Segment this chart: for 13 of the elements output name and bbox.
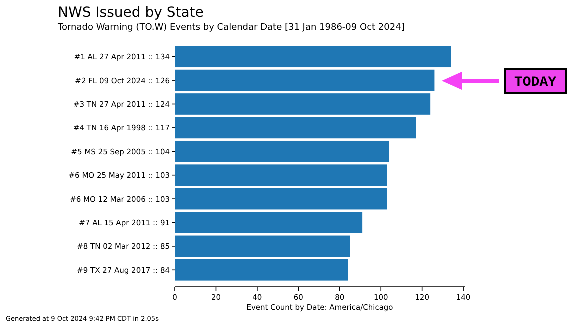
bar — [175, 212, 363, 234]
chart-title: NWS Issued by State — [58, 5, 204, 21]
bar — [175, 94, 431, 115]
bar — [175, 46, 452, 68]
bar — [175, 236, 350, 258]
bar — [175, 259, 348, 281]
bar — [175, 70, 435, 92]
bar — [175, 117, 416, 139]
bar — [175, 140, 390, 162]
chart-subtitle: Tornado Warning (TO.W) Events by Calendar Date [31 Jan 1986-09 Oct 2024] — [57, 23, 405, 33]
bar — [175, 188, 388, 210]
text: TODAY — [514, 75, 558, 91]
bar — [175, 164, 388, 186]
